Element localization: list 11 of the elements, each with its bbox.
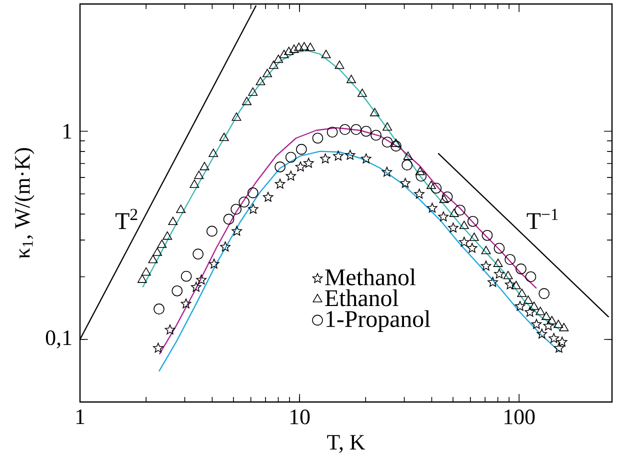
annotation: T$^{−1}$: [526, 208, 558, 229]
y-tick-label: 0,1: [46, 330, 72, 348]
x-tick-label: 1: [76, 409, 84, 424]
legend-label: Ethanol: [325, 289, 398, 306]
x-tick-label: 100: [504, 409, 535, 424]
annotation: T$^{2}$: [116, 208, 138, 229]
legend-label: Methanol: [325, 268, 416, 286]
x-axis-title: T, K: [327, 435, 366, 453]
legend-label: 1-Propanol: [326, 310, 430, 332]
y-axis-title: κ$_{1}$, W/(m·K): [14, 148, 34, 258]
x-tick-label: 10: [290, 409, 310, 424]
